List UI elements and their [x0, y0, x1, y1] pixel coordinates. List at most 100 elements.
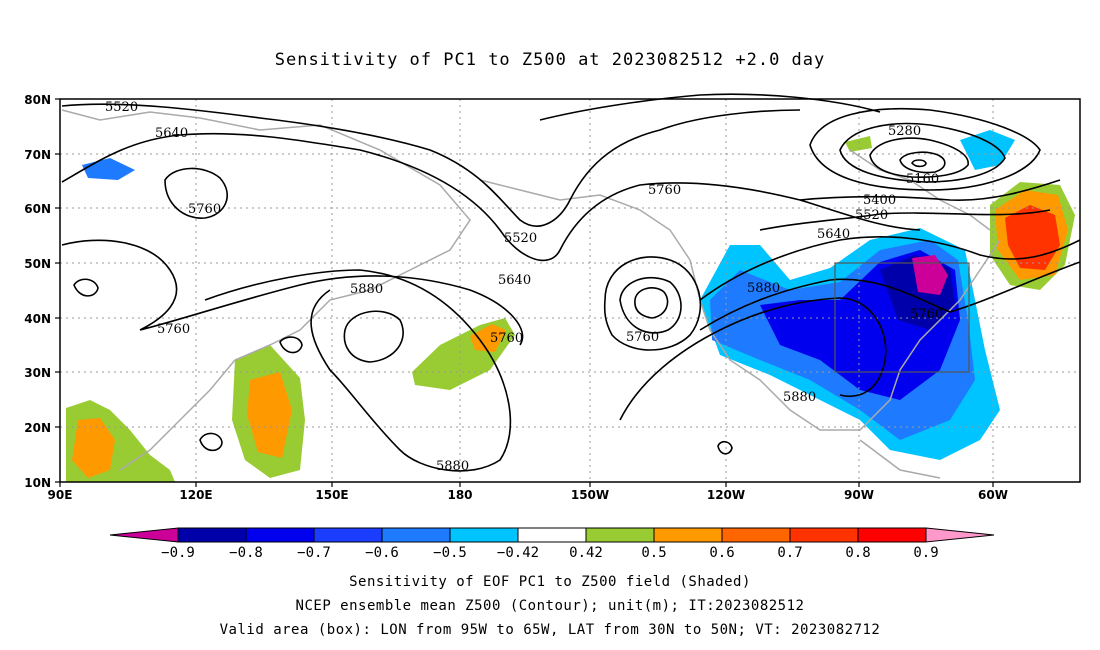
- lon-label: 120W: [707, 488, 745, 502]
- footer-line-2: NCEP ensemble mean Z500 (Contour); unit(…: [295, 598, 805, 614]
- lat-label: 10N: [24, 476, 51, 490]
- contour-5760-na: [699, 261, 1081, 331]
- contour-5760-pacific-inner: [619, 276, 682, 334]
- latitude-labels: 80N 70N 60N 50N 40N 30N 20N 10N: [24, 93, 51, 490]
- footer-line-3: Valid area (box): LON from 95W to 65W, L…: [219, 622, 881, 638]
- shade-na-magenta: [912, 255, 948, 295]
- lat-label: 30N: [24, 366, 51, 380]
- contour-5880-west: [204, 269, 512, 472]
- contour-low-core: [911, 159, 927, 168]
- contour-label: 5640: [498, 273, 531, 288]
- contour-low-ring-2: [839, 122, 1006, 183]
- contour-labels: 5520 5640 5760 5760 5880 5880 5520 5640 …: [105, 100, 943, 474]
- lon-label: 150E: [315, 488, 348, 502]
- lat-label: 20N: [24, 421, 51, 435]
- footer-line-1: Sensitivity of EOF PC1 to Z500 field (Sh…: [349, 574, 751, 590]
- lat-label: 80N: [24, 93, 51, 107]
- lat-label: 40N: [24, 312, 51, 326]
- colorbar: −0.9 −0.8 −0.7 −0.6 −0.5 −0.42 0.42 0.5 0.6 0.7 0.…: [109, 527, 995, 561]
- contour-label: 5880: [783, 390, 816, 405]
- contour-label: 5760: [626, 330, 659, 345]
- shade-pacific-orange: [470, 324, 506, 352]
- contour-label: 5760: [910, 307, 943, 322]
- contour-label: 5880: [436, 459, 469, 474]
- contour-label: 5520: [105, 100, 138, 115]
- contour-5760-west: [61, 239, 524, 346]
- shading-layer: [66, 130, 1075, 482]
- lon-label: 90E: [48, 488, 73, 502]
- contour-label: 5640: [155, 126, 188, 141]
- colorbar-segment: [585, 527, 655, 543]
- contour-label: 5520: [855, 208, 888, 223]
- lon-label: 60W: [978, 488, 1008, 502]
- contour-5400-na: [799, 179, 1061, 202]
- contour-5760-pacific-core: [634, 287, 669, 319]
- shade-arctic-blue: [960, 130, 1015, 170]
- contour-5640-west: [61, 132, 921, 262]
- colorbar-segment: [857, 527, 927, 543]
- colorbar-label: 0.9: [913, 545, 938, 561]
- lon-label: 180: [447, 488, 472, 502]
- lat-label: 50N: [24, 257, 51, 271]
- contour-label: 5880: [350, 282, 383, 297]
- lon-label: 120E: [179, 488, 212, 502]
- colorbar-label: −0.8: [229, 545, 263, 561]
- lon-label: 90W: [844, 488, 874, 502]
- map-frame: [59, 98, 1081, 483]
- colorbar-segment: [381, 527, 451, 543]
- colorbar-label: 0.7: [777, 545, 802, 561]
- contour-label: 5520: [504, 231, 537, 246]
- graticule: [60, 99, 1080, 482]
- contour-small-2: [717, 440, 733, 455]
- colorbar-label: 0.6: [709, 545, 734, 561]
- lon-label: 150W: [571, 488, 609, 502]
- contour-5760-siberia: [164, 167, 229, 219]
- colorbar-label: −0.42: [497, 545, 539, 561]
- contour-label: 5760: [157, 322, 190, 337]
- colorbar-segment: [789, 527, 859, 543]
- shade-siberia-blue: [82, 158, 135, 180]
- colorbar-label: −0.5: [433, 545, 467, 561]
- longitude-labels: 90E 120E 150E 180 150W 120W 90W 60W: [48, 488, 1008, 502]
- coastlines: [61, 109, 1001, 479]
- colorbar-segment: [245, 527, 315, 543]
- colorbar-arrow-left: [109, 527, 179, 543]
- colorbar-label: −0.6: [365, 545, 399, 561]
- ticks: [55, 98, 994, 487]
- valid-area-box: [834, 262, 970, 373]
- lat-label: 70N: [24, 148, 51, 162]
- contour-low-ring-4: [899, 151, 946, 174]
- shade-asia-orange-1: [72, 418, 115, 478]
- contour-5760-pacific-ring: [603, 256, 702, 351]
- colorbar-label: 0.8: [845, 545, 870, 561]
- contour-5520-na: [759, 209, 1051, 231]
- colorbar-segment: [653, 527, 723, 543]
- contour-label: 5160: [906, 172, 939, 187]
- colorbar-label: −0.7: [297, 545, 331, 561]
- colorbar-segment: [721, 527, 791, 543]
- contour-label: 5760: [490, 331, 523, 346]
- colorbar-segment: [313, 527, 383, 543]
- colorbar-segment: [517, 527, 587, 543]
- colorbar-label: −0.9: [161, 545, 195, 561]
- contour-label: 5400: [863, 193, 896, 208]
- shade-arctic-green: [845, 136, 872, 152]
- contour-label: 5760: [648, 183, 681, 198]
- contour-label: 5760: [188, 202, 221, 217]
- colorbar-arrow-right: [925, 527, 995, 543]
- contour-label: 5880: [747, 281, 780, 296]
- contour-low-ring-3: [869, 137, 969, 178]
- map-title: Sensitivity of PC1 to Z500 at 2023082512…: [274, 50, 826, 70]
- contour-small-3: [279, 336, 303, 354]
- contour-mid-trough: [539, 93, 881, 121]
- colorbar-label: 0.5: [641, 545, 666, 561]
- contour-5880-na: [619, 297, 887, 421]
- lat-label: 60N: [24, 202, 51, 216]
- shade-asia-orange-2: [247, 372, 292, 458]
- contour-5880-ring: [343, 310, 404, 363]
- contour-label: 5280: [888, 124, 921, 139]
- contour-5640-na: [699, 236, 1081, 301]
- contour-small-4: [73, 278, 99, 297]
- colorbar-segment: [449, 527, 519, 543]
